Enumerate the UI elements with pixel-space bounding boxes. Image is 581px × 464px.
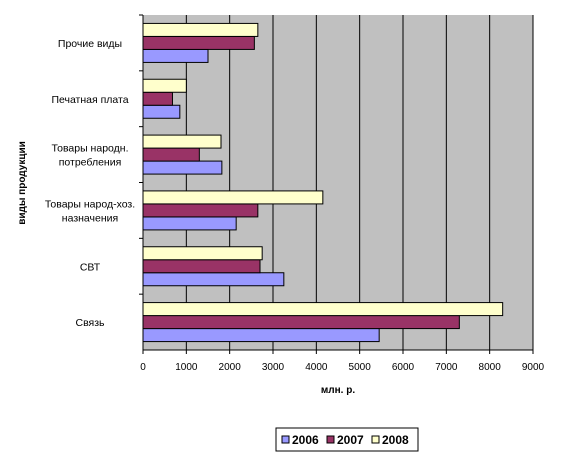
category-label: Связь bbox=[75, 317, 105, 329]
bar-2008 bbox=[142, 246, 263, 261]
x-tick-label: 8000 bbox=[479, 362, 502, 373]
category-label: Товары народн. bbox=[52, 143, 129, 155]
category-label: назначения bbox=[62, 212, 118, 224]
x-tick-label: 3000 bbox=[262, 362, 285, 373]
bar-2008 bbox=[142, 302, 504, 317]
legend-swatch-2008 bbox=[371, 435, 380, 444]
category-label: Товары народ-хоз. bbox=[45, 198, 135, 210]
x-tick-label: 5000 bbox=[349, 362, 372, 373]
bar-2006 bbox=[142, 104, 181, 119]
plot-area bbox=[139, 14, 534, 351]
x-tick-label: 7000 bbox=[435, 362, 458, 373]
bar-2007 bbox=[142, 259, 261, 274]
bar-2008 bbox=[142, 22, 259, 37]
bar-2007 bbox=[142, 91, 173, 106]
legend-swatch-2006 bbox=[281, 435, 290, 444]
x-tick-label: 1000 bbox=[175, 362, 198, 373]
x-tick-label: 9000 bbox=[522, 362, 545, 373]
x-tick-label: 4000 bbox=[305, 362, 328, 373]
bar-2008 bbox=[142, 190, 324, 205]
category-label: Прочие виды bbox=[58, 38, 122, 50]
bar-2007 bbox=[142, 315, 460, 330]
bar-2007 bbox=[142, 147, 200, 162]
bar-2006 bbox=[142, 160, 223, 175]
bar-2006 bbox=[142, 328, 380, 343]
bar-2008 bbox=[142, 134, 222, 149]
category-label: потребления bbox=[59, 157, 122, 169]
bar-2006 bbox=[142, 48, 209, 63]
bar-2007 bbox=[142, 35, 255, 50]
category-labels: Связь СВТ Товары народ-хоз. назначения Товар… bbox=[45, 38, 135, 329]
legend-swatch-2007 bbox=[326, 435, 335, 444]
legend-label-2006: 2006 bbox=[292, 433, 319, 447]
plot-background bbox=[143, 15, 533, 350]
bar-2006 bbox=[142, 216, 237, 231]
category-label: Печатная плата bbox=[51, 94, 128, 106]
bar-2006 bbox=[142, 272, 285, 287]
y-axis-title: виды продукции bbox=[17, 141, 28, 225]
x-tick-label: 0 bbox=[140, 362, 146, 373]
legend-label-2008: 2008 bbox=[382, 433, 409, 447]
legend-label-2007: 2007 bbox=[337, 433, 364, 447]
category-label: СВТ bbox=[80, 261, 101, 273]
x-axis-title: млн. р. bbox=[321, 385, 355, 396]
x-tick-labels: 0 1000 2000 3000 4000 5000 6000 7000 8000 9000 bbox=[140, 350, 545, 373]
legend: 2006 2007 2008 bbox=[275, 427, 419, 452]
x-tick-label: 2000 bbox=[219, 362, 242, 373]
legend-box bbox=[275, 427, 419, 452]
bar-2007 bbox=[142, 203, 259, 218]
x-tick-label: 6000 bbox=[392, 362, 415, 373]
bar-2008 bbox=[142, 78, 187, 93]
bar-marks bbox=[142, 22, 504, 343]
